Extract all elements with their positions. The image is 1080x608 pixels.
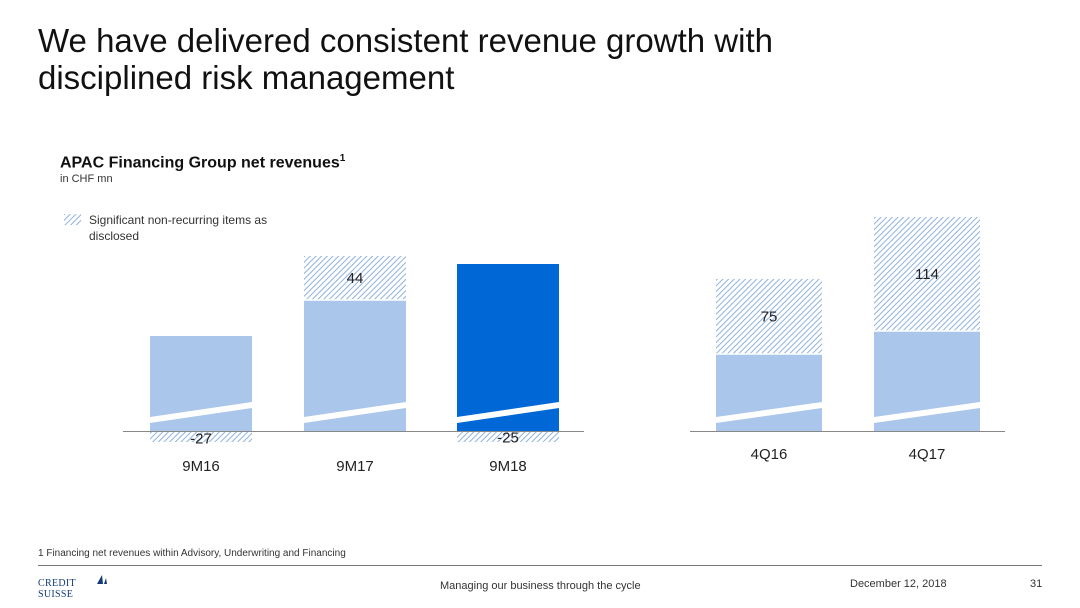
- axis-break-9m16: [150, 402, 252, 423]
- category-label-4q17: 4Q17: [909, 446, 946, 463]
- logo-text: CREDIT SUISSE: [38, 578, 76, 600]
- footer-caption: Managing our business through the cycle: [440, 580, 641, 592]
- category-label-9m18: 9M18: [489, 458, 527, 475]
- axis-break-4q16: [716, 402, 822, 423]
- axis-break-4q17: [874, 402, 980, 423]
- sail-icon: [97, 575, 107, 584]
- data-label-4q16: 75: [761, 309, 778, 326]
- data-label-4q17: 114: [915, 266, 939, 283]
- legend-hatch-swatch: [64, 214, 81, 225]
- data-label-9m16: -27: [190, 431, 212, 448]
- non-recurring-segment-4q17: [874, 217, 980, 331]
- chart-panel-1: -27 9M16 44 9M17 -25 9M18: [123, 256, 584, 475]
- non-recurring-segment-4q16: [716, 279, 822, 354]
- slide-title-line-2: disciplined risk management: [38, 59, 455, 96]
- chart-unit: in CHF mn: [60, 173, 113, 185]
- credit-suisse-logo: CREDIT SUISSE: [38, 573, 108, 600]
- chart-title-footnote-mark: 1: [339, 153, 346, 164]
- non-recurring-segment-9m18: [457, 432, 559, 442]
- slide-title-line-1: We have delivered consistent revenue gro…: [38, 22, 773, 59]
- category-label-9m17: 9M17: [336, 458, 374, 475]
- footnote: 1 Financing net revenues within Advisory…: [38, 548, 346, 559]
- footer-date: December 12, 2018: [850, 578, 947, 590]
- data-label-9m18: -25: [497, 430, 519, 447]
- data-label-9m17: 44: [347, 270, 364, 287]
- chart-panel-2: 75 4Q16 114 4Q17: [690, 217, 1005, 463]
- category-label-4q16: 4Q16: [751, 446, 788, 463]
- chart-title: APAC Financing Group net revenues1: [60, 153, 345, 172]
- bar-9m18: [457, 264, 559, 431]
- footer-divider: [38, 565, 1042, 566]
- non-recurring-segment-9m17: [304, 256, 406, 300]
- axis-break-9m17: [304, 402, 406, 423]
- axis-break-9m18: [457, 402, 559, 423]
- legend-label: Significant non-recurring items as discl…: [89, 213, 268, 243]
- non-recurring-segment-9m16: [150, 432, 252, 442]
- slide-title: We have delivered consistent revenue gro…: [38, 22, 938, 96]
- page-number: 31: [1030, 578, 1043, 590]
- category-label-9m16: 9M16: [182, 458, 220, 475]
- chart-title-text: APAC Financing Group net revenues: [60, 154, 340, 172]
